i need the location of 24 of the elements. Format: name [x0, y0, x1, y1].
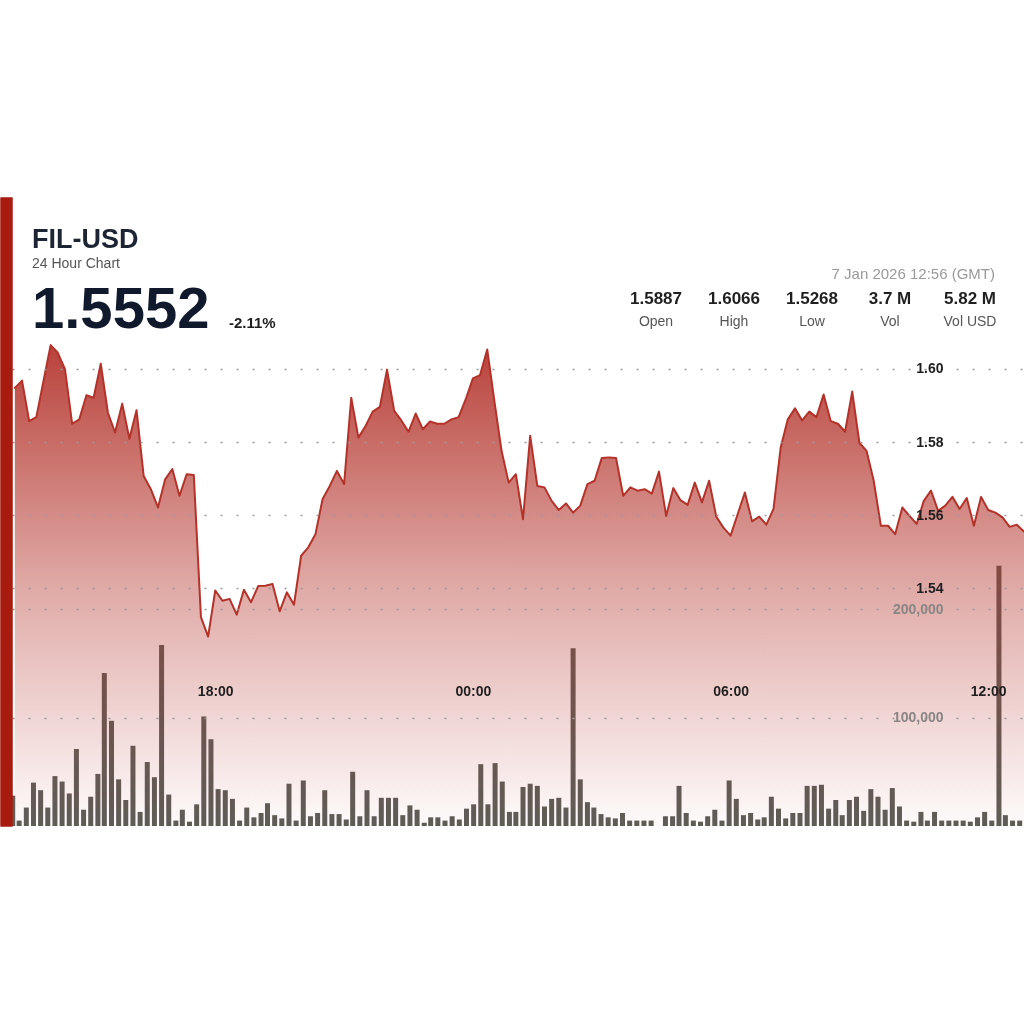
- annotation: 1.5268: [786, 289, 838, 308]
- annotation: 3.7 M: [868, 289, 912, 308]
- x-tick-label: 00:00: [455, 682, 492, 699]
- y2-tick-label: 100,000: [892, 709, 944, 726]
- annotation: 1.6066: [708, 289, 760, 308]
- annotation: Low: [799, 313, 826, 329]
- annotation: 7 Jan 2026 12:56 (GMT): [831, 265, 995, 282]
- x-tick-label: 18:00: [197, 682, 234, 699]
- annotation: 1.5887: [630, 289, 682, 308]
- annotation: 1.5552: [32, 275, 210, 340]
- text: FIL-USD: [32, 224, 139, 254]
- y-tick-label: 1.54: [916, 579, 944, 596]
- text: 24 Hour Chart: [32, 255, 121, 271]
- y-tick-label: 1.56: [916, 506, 944, 523]
- annotation: -2.11%: [229, 314, 276, 331]
- x-tick-label: 06:00: [713, 682, 750, 699]
- annotation: 5.82 M: [944, 289, 996, 308]
- annotation: Vol: [880, 313, 900, 329]
- y-tick-label: 1.58: [916, 433, 944, 450]
- annotation: Open: [638, 313, 674, 329]
- y-tick-label: 1.60: [916, 360, 944, 377]
- annotation: High: [719, 313, 749, 329]
- annotation: Vol USD: [943, 313, 997, 329]
- y2-tick-label: 200,000: [892, 600, 944, 617]
